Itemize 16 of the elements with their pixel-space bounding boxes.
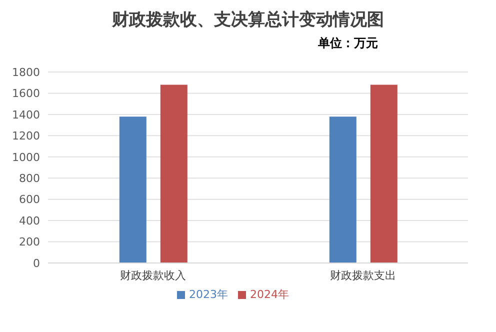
y-tick-label: 1000 [12, 150, 40, 164]
y-tick-label: 1600 [12, 87, 40, 100]
y-tick-label: 200 [19, 236, 40, 249]
legend-label: 2023年 [189, 288, 228, 301]
y-tick-label: 600 [19, 193, 40, 206]
chart-subtitle: 单位：万元 [317, 35, 379, 52]
chart-title: 财政拨款收、支决算总计变动情况图 [110, 9, 385, 31]
x-tick-label: 财政拨款支出 [330, 268, 396, 282]
y-tick-label: 400 [19, 214, 40, 228]
y-tick-label: 1400 [12, 108, 40, 122]
legend-label: 2024年 [250, 288, 289, 301]
y-tick-label: 0 [33, 256, 40, 270]
y-tick-label: 1800 [12, 66, 40, 79]
y-tick-label: 1200 [12, 130, 40, 143]
y-tick-label: 800 [19, 172, 40, 186]
x-tick-label: 财政拨款收入 [120, 268, 186, 282]
